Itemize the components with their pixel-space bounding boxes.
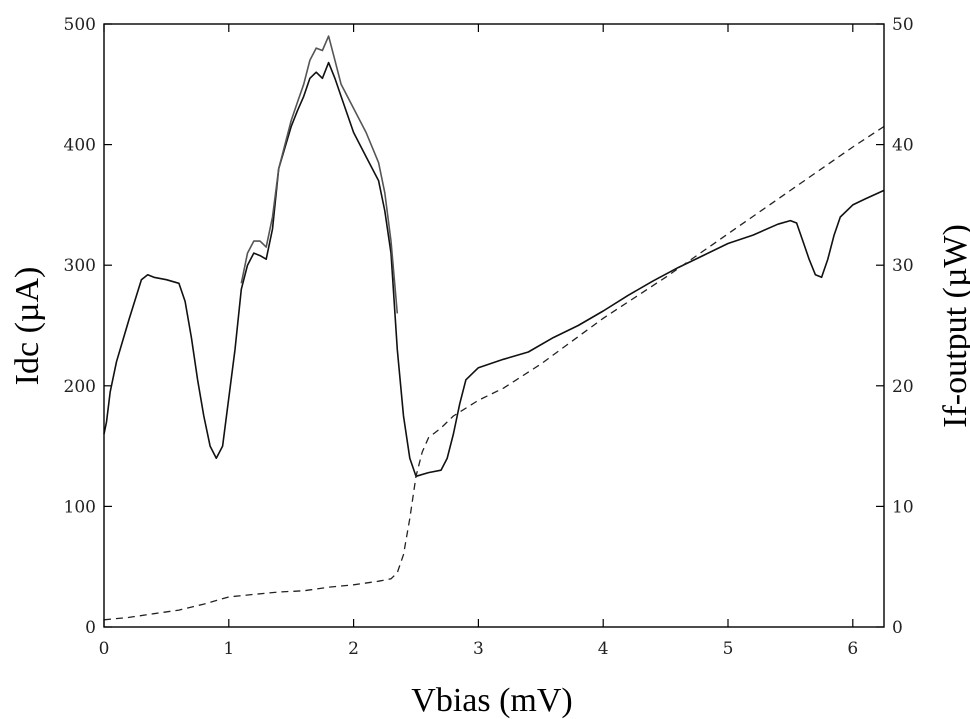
x-tick-label: 6	[847, 639, 858, 659]
tick-labels: 0 1 2 3 4 5 6 0 100 200 300 400 500 0 10 20 30 40 50	[64, 15, 914, 659]
x-axis-label: Vbias (mV)	[411, 682, 572, 719]
y-tick-label: 300	[64, 256, 96, 276]
y2-tick-label: 40	[892, 136, 914, 156]
y2-tick-label: 50	[892, 15, 914, 35]
x-tick-label: 5	[723, 639, 734, 659]
y-tick-label: 200	[64, 377, 96, 397]
series-line-2	[240, 35, 399, 314]
y2-tick-label: 30	[892, 256, 914, 276]
x-tick-label: 2	[348, 639, 359, 659]
series-line-3	[103, 125, 885, 621]
tick-marks	[103, 23, 884, 628]
y-tick-label: 400	[64, 136, 96, 156]
y2-tick-label: 10	[892, 497, 914, 517]
y2-axis-label: If-output (µW)	[937, 224, 970, 428]
y-tick-label: 100	[64, 497, 96, 517]
x-tick-label: 0	[99, 639, 110, 659]
x-tick-label: 3	[473, 639, 484, 659]
x-tick-label: 4	[598, 639, 609, 659]
plot-frame	[103, 23, 885, 628]
y2-tick-label: 0	[892, 618, 903, 638]
y-tick-label: 0	[85, 618, 96, 638]
series-layer	[103, 35, 885, 621]
y-tick-label: 500	[64, 15, 96, 35]
y2-tick-label: 20	[892, 377, 914, 397]
x-tick-label: 1	[223, 639, 234, 659]
series-line-1	[103, 61, 885, 478]
y-axis-label: Idc (µA)	[9, 267, 46, 386]
